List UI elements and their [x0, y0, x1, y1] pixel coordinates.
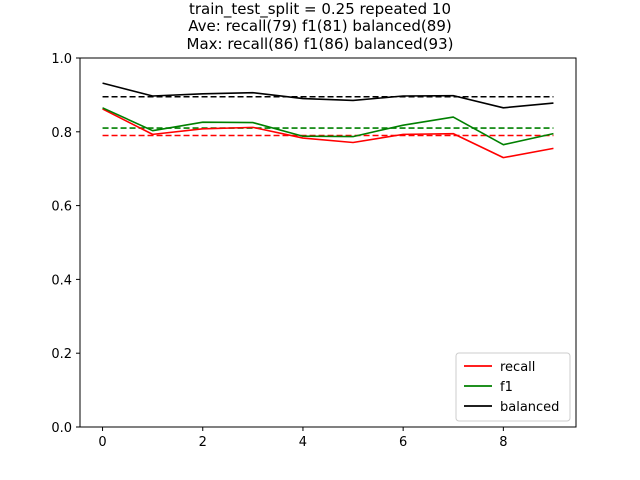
- x-axis: 0 2 4 6 8: [98, 427, 507, 450]
- y-tick-label: 0.4: [51, 273, 72, 288]
- legend-label-recall: recall: [500, 360, 535, 375]
- x-tick-label: 2: [199, 435, 207, 450]
- chart-title-line-3: Max: recall(86) f1(86) balanced(93): [186, 35, 454, 53]
- plot-area-frame: [79, 57, 577, 428]
- series-line-recall: [102, 108, 554, 159]
- reference-lines: [102, 95, 554, 137]
- series-line-f1: [102, 107, 554, 146]
- series-line-balanced: [102, 82, 554, 109]
- legend-label-f1: f1: [500, 380, 513, 395]
- y-tick-label: 0.8: [51, 126, 72, 141]
- x-tick-label: 6: [399, 435, 407, 450]
- chart-title-line-1: train_test_split = 0.25 repeated 10: [188, 0, 452, 18]
- legend-box: [455, 352, 571, 422]
- legend: recall f1 balanced: [455, 352, 571, 422]
- x-tick-label: 4: [299, 435, 307, 450]
- x-tick-label: 0: [98, 435, 106, 450]
- x-tick-label: 8: [499, 435, 507, 450]
- legend-label-balanced: balanced: [500, 400, 559, 415]
- y-tick-label: 0.6: [51, 200, 72, 215]
- y-tick-label: 1.0: [51, 52, 72, 67]
- y-tick-label: 0.0: [51, 421, 72, 436]
- y-axis: 0.0 0.2 0.4 0.6 0.8 1.0: [51, 52, 80, 436]
- chart-title-line-2: Ave: recall(79) f1(81) balanced(89): [188, 17, 452, 35]
- series-lines: [102, 82, 554, 159]
- y-tick-label: 0.2: [51, 347, 72, 362]
